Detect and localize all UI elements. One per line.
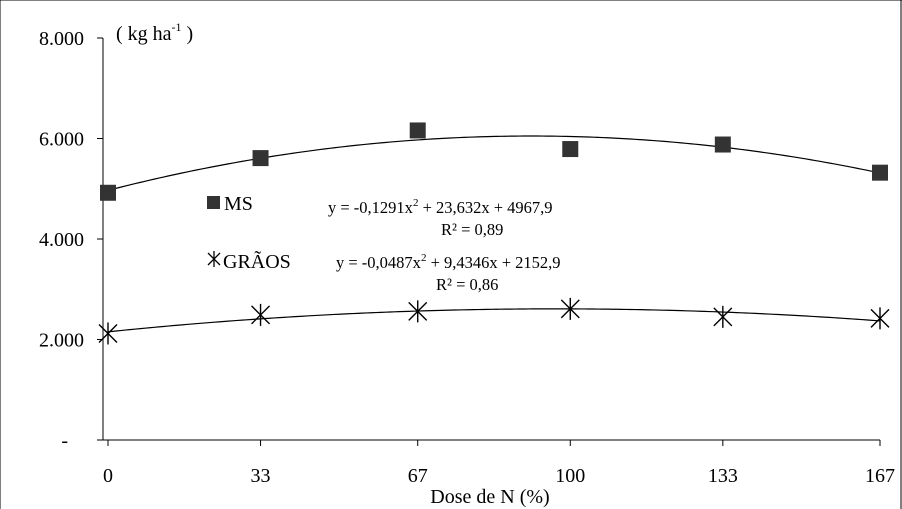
data-markers	[98, 122, 890, 345]
y-tick-label: 2.000	[39, 330, 84, 352]
ms-point	[872, 164, 888, 181]
y-tick-label: 8.000	[39, 28, 84, 50]
x-tick-label: 33	[251, 465, 271, 487]
x-ticks: 0 33 67 100 133 167	[103, 440, 895, 487]
y-unit-label: ( kg ha-1 )	[116, 20, 193, 45]
graos-point	[713, 305, 733, 328]
equation-graos: y = -0,0487x2 + 9,4346x + 2152,9	[336, 252, 561, 272]
graos-point	[408, 300, 428, 323]
legend-marker-ms	[207, 196, 220, 209]
x-tick-label: 100	[555, 465, 585, 487]
x-axis-title: Dose de N (%)	[430, 486, 549, 508]
y-tick-label: -	[61, 430, 68, 452]
ms-point	[714, 136, 731, 153]
legend-label-ms: MS	[224, 193, 253, 215]
fit-curve-ms	[107, 135, 881, 191]
x-tick-label: 167	[865, 465, 895, 487]
r2-graos: R² = 0,86	[436, 275, 498, 294]
equation-ms: y = -0,1291x2 + 23,632x + 4967,9	[328, 197, 553, 217]
x-tick-label: 67	[408, 465, 428, 487]
legend-marker-graos	[207, 251, 221, 267]
graos-point	[560, 297, 580, 320]
y-tick-label: 4.000	[39, 229, 84, 251]
r2-ms: R² = 0,89	[441, 220, 503, 239]
graos-point	[98, 322, 118, 345]
ms-point	[100, 184, 116, 201]
ms-point	[409, 122, 426, 139]
graos-point	[870, 307, 890, 330]
ms-point	[252, 150, 269, 167]
fit-curve-graos	[107, 308, 881, 333]
x-tick-label: 133	[708, 465, 738, 487]
y-tick-label: 6.000	[39, 129, 84, 151]
x-tick-label: 0	[103, 465, 113, 487]
legend-label-graos: GRÃOS	[223, 249, 291, 273]
fit-curves	[107, 135, 881, 333]
graos-point	[251, 303, 271, 326]
ms-point	[562, 141, 579, 158]
y-ticks: - 2.000 4.000 6.000 8.000	[39, 28, 103, 452]
